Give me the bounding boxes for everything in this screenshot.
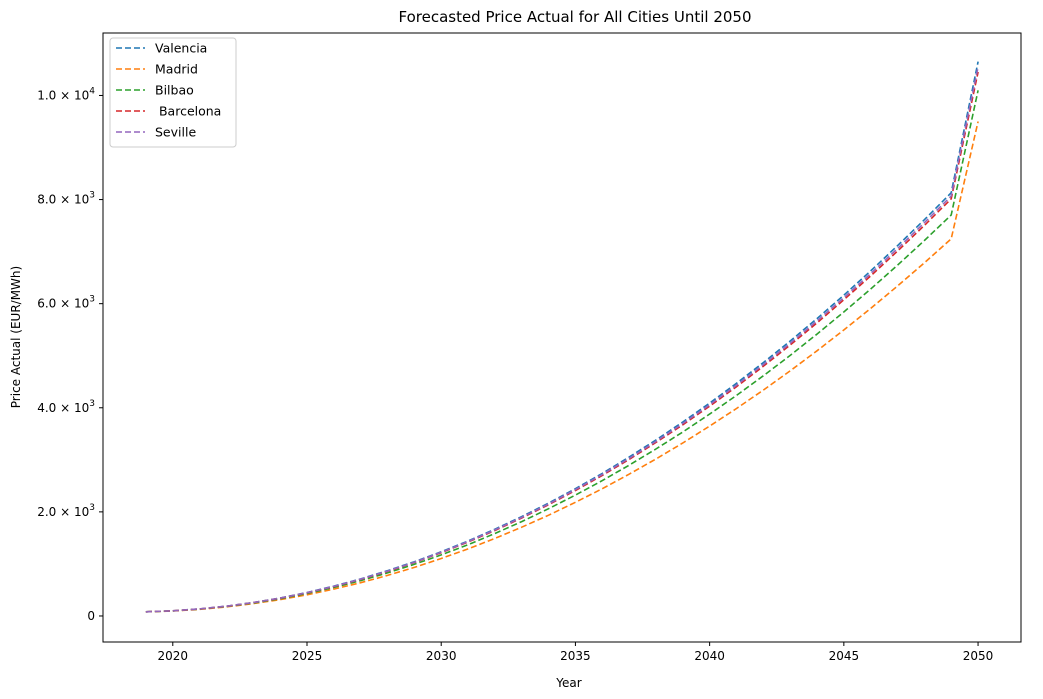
plot-frame: [102, 32, 1022, 643]
x-tick-label: 2040: [694, 649, 725, 663]
y-axis: 0 2.0 × 103 4.0 × 103 6.0 × 103 8.0 × 103 1.0…: [37, 86, 103, 623]
x-tick-label: 2030: [426, 649, 457, 663]
y-tick-label: 4.0 × 103: [37, 399, 95, 415]
x-tick-label: 2020: [158, 649, 189, 663]
x-axis-label: Year: [555, 676, 581, 690]
legend-label: Bilbao: [155, 83, 194, 98]
legend-label: Madrid: [155, 62, 198, 77]
y-tick-label: 6.0 × 103: [37, 295, 95, 311]
y-tick-label: 8.0 × 103: [37, 191, 95, 207]
x-tick-label: 2045: [829, 649, 860, 663]
y-axis-label: Price Actual (EUR/MWh): [9, 266, 23, 408]
y-tick-label: 1.0 × 104: [37, 86, 95, 102]
x-tick-label: 2050: [963, 649, 994, 663]
legend-label: Valencia: [155, 41, 207, 56]
series-line-4: [145, 66, 979, 613]
legend-label: Seville: [155, 125, 196, 140]
x-tick-label: 2035: [560, 649, 591, 663]
chart-title: Forecasted Price Actual for All Cities U…: [398, 8, 751, 26]
y-tick-label: 0: [87, 609, 95, 623]
x-axis: 2020 2025 2030 2035 2040 2045 2050: [158, 642, 994, 663]
legend-box: [109, 37, 237, 148]
legend: Valencia Madrid Bilbao Barcelona Seville: [109, 37, 237, 148]
y-tick-label: 2.0 × 103: [37, 503, 95, 519]
legend-label: Barcelona: [155, 104, 221, 119]
plot-lines: [145, 61, 979, 613]
x-tick-label: 2025: [292, 649, 323, 663]
series-line-1: [145, 121, 979, 613]
